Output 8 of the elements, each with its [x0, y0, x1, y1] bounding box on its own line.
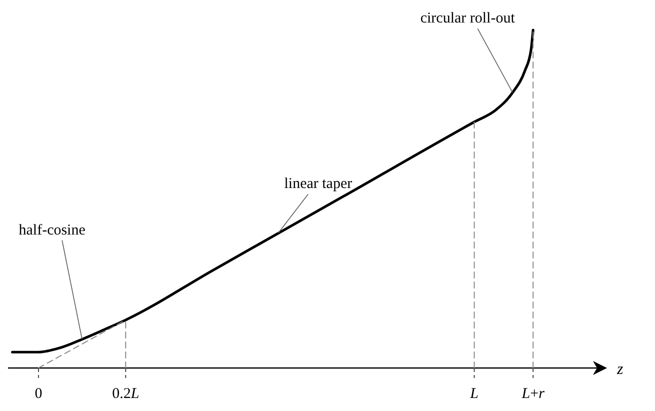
x-tick-label: 0.2L: [112, 386, 140, 402]
x-tick-label: 0: [34, 386, 42, 402]
x-tick-label: L: [469, 386, 478, 402]
annotation: circular roll-out: [420, 10, 516, 27]
annotation: half-cosine: [18, 222, 86, 238]
x-tick-label: L+r: [520, 386, 545, 402]
x-axis-title: z: [616, 361, 624, 378]
annotation: linear taper: [284, 176, 352, 192]
